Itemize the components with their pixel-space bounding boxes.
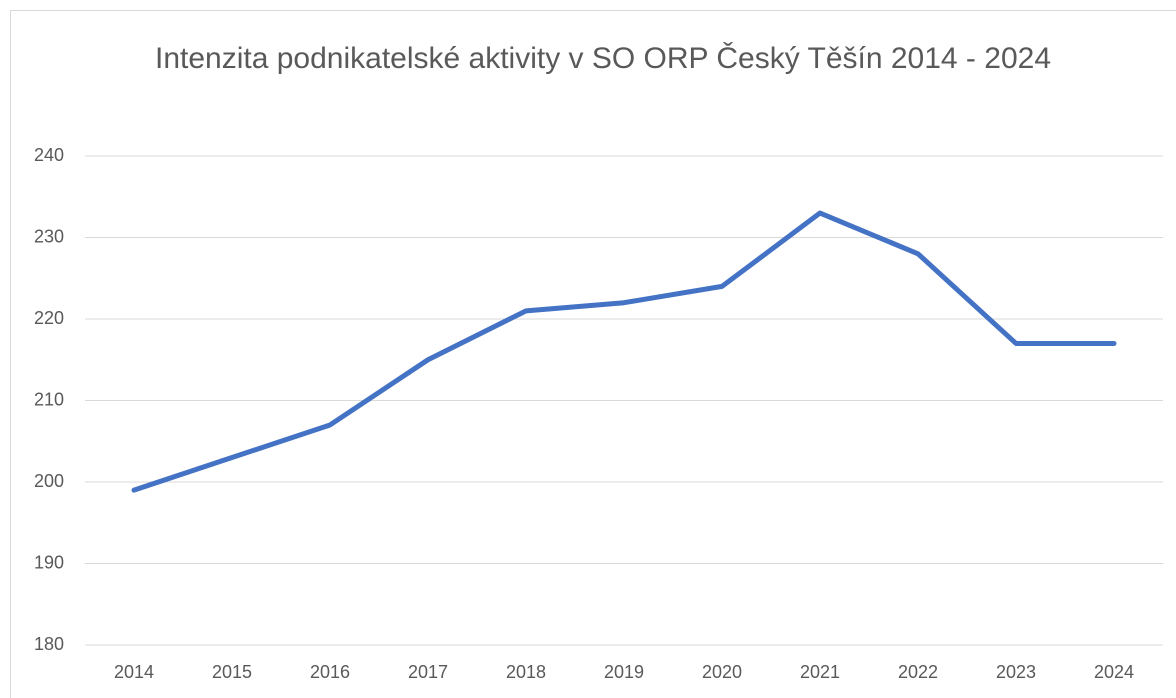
line-series bbox=[131, 210, 1117, 493]
y-tick-label: 240 bbox=[34, 145, 64, 165]
x-tick-label: 2024 bbox=[1094, 662, 1134, 682]
x-tick-label: 2023 bbox=[996, 662, 1036, 682]
y-tick-label: 220 bbox=[34, 308, 64, 328]
x-tick-label: 2015 bbox=[212, 662, 252, 682]
chart-border bbox=[10, 10, 1176, 698]
y-tick-label: 210 bbox=[34, 389, 64, 409]
x-tick-label: 2016 bbox=[310, 662, 350, 682]
y-tick-label: 230 bbox=[34, 226, 64, 246]
y-tick-label: 200 bbox=[34, 471, 64, 491]
x-tick-label: 2018 bbox=[506, 662, 546, 682]
x-tick-label: 2017 bbox=[408, 662, 448, 682]
x-tick-label: 2022 bbox=[898, 662, 938, 682]
x-tick-label: 2019 bbox=[604, 662, 644, 682]
y-tick-label: 180 bbox=[34, 634, 64, 654]
y-tick-label: 190 bbox=[34, 552, 64, 572]
x-tick-label: 2021 bbox=[800, 662, 840, 682]
x-tick-label: 2020 bbox=[702, 662, 742, 682]
chart-title: Intenzita podnikatelské aktivity v SO OR… bbox=[154, 42, 1051, 75]
x-tick-label: 2014 bbox=[114, 662, 154, 682]
